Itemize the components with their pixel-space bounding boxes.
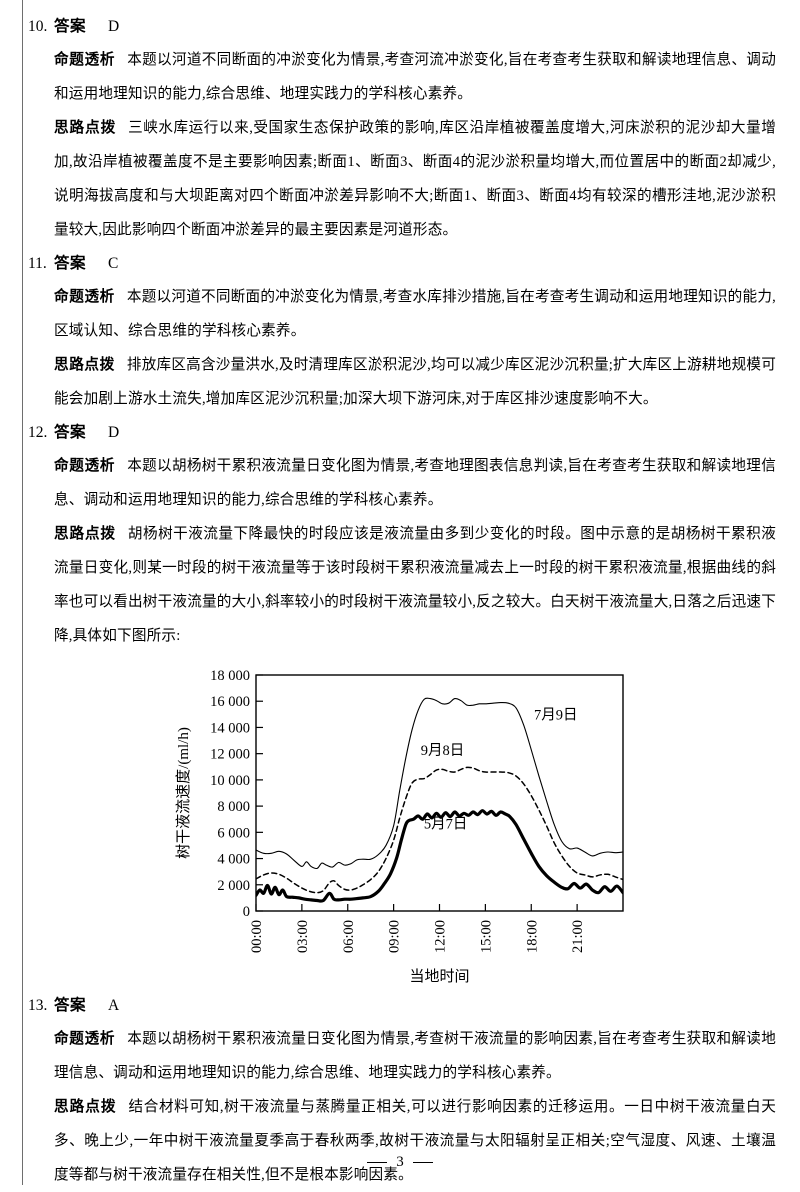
figure-sap-flow: 0 2 000 4 000 6 000 8 000 10 000 12 000 14 000 1… <box>28 659 778 989</box>
hint-tag: 思路点拨 <box>54 120 117 136</box>
x-axis-tick-label: 06:00 <box>341 920 357 953</box>
page-footer: 3 <box>0 1154 800 1171</box>
answer-value: D <box>108 18 120 35</box>
question-number: 12. <box>28 424 48 441</box>
y-axis-tick-label: 8 000 <box>217 799 250 815</box>
hint-text: 结合材料可知,树干液流量与蒸腾量正相关,可以进行影响因素的迁移运用。一日中树干液… <box>54 1099 776 1183</box>
y-axis-tick-label: 0 <box>243 904 250 920</box>
hint-paragraph: 思路点拨 结合材料可知,树干液流量与蒸腾量正相关,可以进行影响因素的迁移运用。一日… <box>54 1090 778 1192</box>
series-annotation-3: 5月7日 <box>424 816 468 832</box>
question-number: 13. <box>28 997 48 1014</box>
y-axis-title: 树干液流速度/(ml/h) <box>175 727 192 859</box>
analysis-paragraph: 命题透析 本题以胡杨树干累积液流量日变化图为情景,考查树干液流量的影响因素,旨在考… <box>54 1022 778 1090</box>
hint-text: 排放库区高含沙量洪水,及时清理库区淤积泥沙,均可以减少库区泥沙沉积量;扩大库区上… <box>54 357 776 407</box>
analysis-tag: 命题透析 <box>54 1031 116 1047</box>
series-annotation-2: 9月8日 <box>421 743 465 759</box>
answer-label: 答案 <box>54 255 87 272</box>
analysis-paragraph: 命题透析 本题以胡杨树干累积液流量日变化图为情景,考查地理图表信息判读,旨在考查考… <box>54 449 778 517</box>
page-left-rule <box>22 0 23 1185</box>
hint-paragraph: 思路点拨 胡杨树干液流量下降最快的时段应该是液流量由多到少变化的时段。图中示意的是… <box>54 517 778 653</box>
x-axis-tick-label: 09:00 <box>387 920 403 953</box>
answer-value: A <box>108 997 120 1014</box>
question-block-12: 12. 答案 D 命题透析 本题以胡杨树干累积液流量日变化图为情景,考查地理图表信… <box>28 418 778 653</box>
question-number: 10. <box>28 18 48 35</box>
analysis-text: 本题以河道不同断面的冲淤变化为情景,考查河流冲淤变化,旨在考查考生获取和解读地理… <box>54 52 776 102</box>
analysis-text: 本题以胡杨树干累积液流量日变化图为情景,考查地理图表信息判读,旨在考查考生获取和… <box>54 458 776 508</box>
x-axis-tick-label: 03:00 <box>295 920 311 953</box>
answer-line-13: 13. 答案 A <box>28 991 778 1021</box>
answer-label: 答案 <box>54 997 87 1014</box>
footer-dash-right <box>412 1162 433 1164</box>
series-line-2 <box>256 766 623 894</box>
hint-tag: 思路点拨 <box>54 357 115 373</box>
y-axis-tick-label: 18 000 <box>210 668 250 684</box>
analysis-text: 本题以河道不同断面的冲淤变化为情景,考查水库排沙措施,旨在考查考生调动和运用地理… <box>54 289 776 339</box>
hint-text: 胡杨树干液流量下降最快的时段应该是液流量由多到少变化的时段。图中示意的是胡杨树干… <box>54 526 776 644</box>
analysis-text: 本题以胡杨树干累积液流量日变化图为情景,考查树干液流量的影响因素,旨在考查考生获… <box>54 1031 776 1081</box>
answer-value: C <box>108 255 119 272</box>
page-content: 10. 答案 D 命题透析 本题以河道不同断面的冲淤变化为情景,考查河流冲淤变化,… <box>28 12 778 1192</box>
x-axis-tick-label: 00:00 <box>249 920 265 953</box>
hint-text: 三峡水库运行以来,受国家生态保护政策的影响,库区沿岸植被覆盖度增大,河床淤积的泥… <box>54 120 776 238</box>
y-axis-tick-label: 2 000 <box>217 878 250 894</box>
y-axis-tick-label: 4 000 <box>217 852 250 868</box>
x-axis-tick-label: 21:00 <box>570 920 586 953</box>
analysis-paragraph: 命题透析 本题以河道不同断面的冲淤变化为情景,考查水库排沙措施,旨在考查考生调动和… <box>54 280 778 348</box>
question-block-11: 11. 答案 C 命题透析 本题以河道不同断面的冲淤变化为情景,考查水库排沙措施,… <box>28 249 778 416</box>
answer-label: 答案 <box>54 424 87 441</box>
hint-tag: 思路点拨 <box>54 526 116 542</box>
answer-label: 答案 <box>54 18 87 35</box>
analysis-tag: 命题透析 <box>54 289 115 305</box>
footer-dash-left <box>367 1162 388 1164</box>
y-axis-tick-label: 10 000 <box>210 773 250 789</box>
question-block-13: 13. 答案 A 命题透析 本题以胡杨树干累积液流量日变化图为情景,考查树干液流量… <box>28 991 778 1192</box>
x-axis-title: 当地时间 <box>409 968 469 985</box>
y-axis-tick-label: 6 000 <box>217 825 250 841</box>
hint-tag: 思路点拨 <box>54 1099 117 1115</box>
x-axis-tick-label: 12:00 <box>433 920 449 953</box>
x-axis-tick-label: 15:00 <box>478 920 494 953</box>
analysis-tag: 命题透析 <box>54 52 116 68</box>
hint-paragraph: 思路点拨 三峡水库运行以来,受国家生态保护政策的影响,库区沿岸植被覆盖度增大,河床… <box>54 111 778 247</box>
hint-paragraph: 思路点拨 排放库区高含沙量洪水,及时清理库区淤积泥沙,均可以减少库区泥沙沉积量;扩… <box>54 348 778 416</box>
analysis-paragraph: 命题透析 本题以河道不同断面的冲淤变化为情景,考查河流冲淤变化,旨在考查考生获取和… <box>54 43 778 111</box>
series-line-1 <box>256 697 623 870</box>
answer-value: D <box>108 424 120 441</box>
question-block-10: 10. 答案 D 命题透析 本题以河道不同断面的冲淤变化为情景,考查河流冲淤变化,… <box>28 12 778 247</box>
y-axis-tick-label: 12 000 <box>210 747 250 763</box>
y-axis-tick-label: 14 000 <box>210 720 250 736</box>
analysis-tag: 命题透析 <box>54 458 116 474</box>
answer-line-12: 12. 答案 D <box>28 418 778 448</box>
y-axis-tick-label: 16 000 <box>210 694 250 710</box>
chart-canvas: 0 2 000 4 000 6 000 8 000 10 000 12 000 14 000 1… <box>175 668 624 985</box>
sap-flow-chart: 0 2 000 4 000 6 000 8 000 10 000 12 000 14 000 1… <box>168 659 638 989</box>
series-annotation-1: 7月9日 <box>534 708 578 724</box>
series-line-3 <box>256 809 623 903</box>
page-number: 3 <box>396 1154 404 1170</box>
question-number: 11. <box>28 255 47 272</box>
answer-line-11: 11. 答案 C <box>28 249 778 279</box>
answer-line-10: 10. 答案 D <box>28 12 778 42</box>
x-axis-tick-label: 18:00 <box>524 920 540 953</box>
